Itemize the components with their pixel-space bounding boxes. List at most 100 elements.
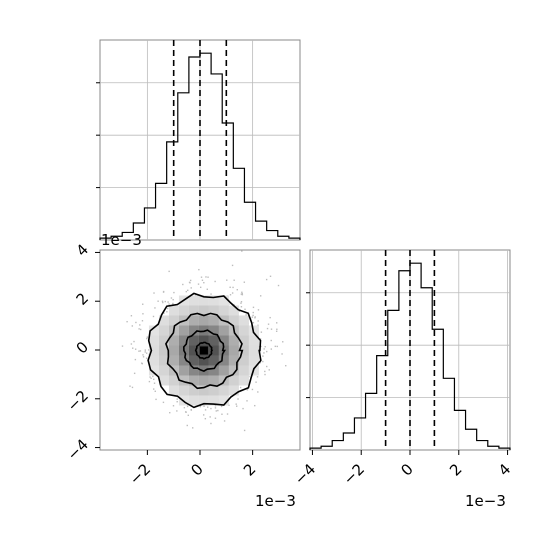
density-bin bbox=[208, 305, 219, 316]
scatter-point bbox=[202, 414, 205, 416]
x-tick-label: 2 bbox=[446, 460, 465, 479]
scatter-point bbox=[252, 311, 254, 314]
scatter-point bbox=[231, 292, 234, 294]
density-bin bbox=[228, 315, 239, 326]
scatter-point bbox=[166, 311, 168, 313]
hist-x-quantile-lines bbox=[172, 40, 228, 240]
density-bin bbox=[158, 325, 169, 336]
scatter-point bbox=[176, 398, 178, 400]
scatter-point bbox=[260, 331, 263, 333]
density-bin bbox=[198, 315, 209, 326]
density-bin bbox=[208, 335, 219, 346]
scatter-point bbox=[161, 300, 164, 302]
scatter-point bbox=[264, 373, 266, 376]
density-bin bbox=[158, 365, 169, 376]
scatter-point bbox=[189, 279, 192, 282]
scatter-point bbox=[141, 320, 144, 322]
density-2d-contours bbox=[147, 292, 262, 409]
scatter-point bbox=[153, 292, 155, 294]
hist-y-x-offset: 1e−3 bbox=[465, 492, 506, 510]
scatter-point bbox=[149, 376, 151, 378]
scatter-point bbox=[270, 348, 273, 350]
scatter-point bbox=[215, 410, 217, 412]
density-bin bbox=[208, 365, 219, 376]
contour-line bbox=[147, 292, 262, 409]
scatter-point bbox=[183, 406, 186, 409]
density-bin bbox=[148, 345, 159, 356]
density-bin bbox=[178, 385, 189, 396]
density-bin bbox=[158, 335, 169, 346]
scatter-point bbox=[132, 347, 134, 349]
scatter-point bbox=[131, 325, 134, 327]
density-bin bbox=[228, 385, 239, 396]
scatter-point bbox=[145, 357, 148, 359]
scatter-point bbox=[246, 400, 248, 402]
scatter-point bbox=[129, 385, 131, 387]
scatter-point bbox=[254, 404, 256, 407]
density-peak bbox=[199, 346, 208, 355]
density-bin bbox=[168, 335, 179, 346]
scatter-point bbox=[243, 281, 246, 283]
density-bin bbox=[198, 375, 209, 386]
density-bin bbox=[208, 395, 219, 406]
scatter-point bbox=[133, 372, 136, 375]
scatter-point bbox=[214, 405, 217, 407]
density-bin bbox=[208, 385, 219, 396]
scatter-point bbox=[257, 320, 259, 322]
scatter-point bbox=[226, 413, 229, 415]
scatter-point bbox=[197, 283, 200, 285]
density-bin bbox=[218, 305, 229, 316]
scatter-point bbox=[210, 293, 212, 295]
density-bin bbox=[248, 335, 259, 346]
density-bin bbox=[238, 365, 249, 376]
scatter-point bbox=[164, 300, 166, 303]
density-bin bbox=[188, 325, 199, 336]
scatter-point bbox=[173, 291, 175, 294]
scatter-point bbox=[210, 422, 212, 425]
scatter-point bbox=[182, 283, 184, 286]
hist-y-x-ticks: −4 −2 0 2 4 bbox=[291, 450, 514, 488]
density-bin bbox=[218, 395, 229, 406]
scatter-point bbox=[252, 321, 255, 324]
density-bin bbox=[188, 375, 199, 386]
panel-hist-y: −4 −2 0 2 4 1e−3 bbox=[291, 249, 514, 510]
scatter-point bbox=[198, 268, 200, 271]
contour-line bbox=[182, 329, 227, 372]
scatter-point bbox=[154, 307, 156, 309]
density-bin bbox=[158, 345, 169, 356]
scatter-point bbox=[266, 365, 268, 368]
scatter-point bbox=[203, 281, 205, 284]
scatter-point bbox=[152, 315, 155, 318]
scatter-point bbox=[239, 386, 242, 389]
scatter-point bbox=[244, 308, 246, 310]
scatter-point bbox=[144, 351, 146, 353]
scatter-point bbox=[142, 356, 145, 358]
scatter-point bbox=[157, 300, 159, 302]
density-bin bbox=[238, 375, 249, 386]
scatter-point bbox=[256, 376, 259, 378]
scatter-point bbox=[260, 345, 262, 348]
scatter-point bbox=[142, 303, 144, 305]
scatter-point bbox=[251, 316, 254, 318]
scatter-point bbox=[172, 405, 175, 407]
scatter-point bbox=[240, 300, 243, 303]
scatter-point bbox=[190, 287, 192, 289]
scatter-point bbox=[246, 389, 249, 391]
density-bin bbox=[228, 345, 239, 356]
scatter-point bbox=[263, 352, 265, 354]
density-bin bbox=[208, 345, 219, 356]
scatter-point bbox=[185, 290, 188, 293]
scatter-point bbox=[204, 409, 207, 411]
density-bin bbox=[238, 315, 249, 326]
scatter-point bbox=[241, 250, 243, 252]
density-bin bbox=[238, 355, 249, 366]
scatter-point bbox=[201, 279, 204, 281]
scatter-point bbox=[168, 270, 170, 273]
scatter-point bbox=[242, 407, 244, 410]
scatter-point bbox=[172, 298, 174, 301]
scatter-point bbox=[138, 350, 140, 352]
scatter-point bbox=[241, 292, 243, 295]
density-2d-y-ticks: −4 −2 0 2 4 bbox=[64, 240, 100, 464]
scatter-point bbox=[267, 323, 270, 325]
